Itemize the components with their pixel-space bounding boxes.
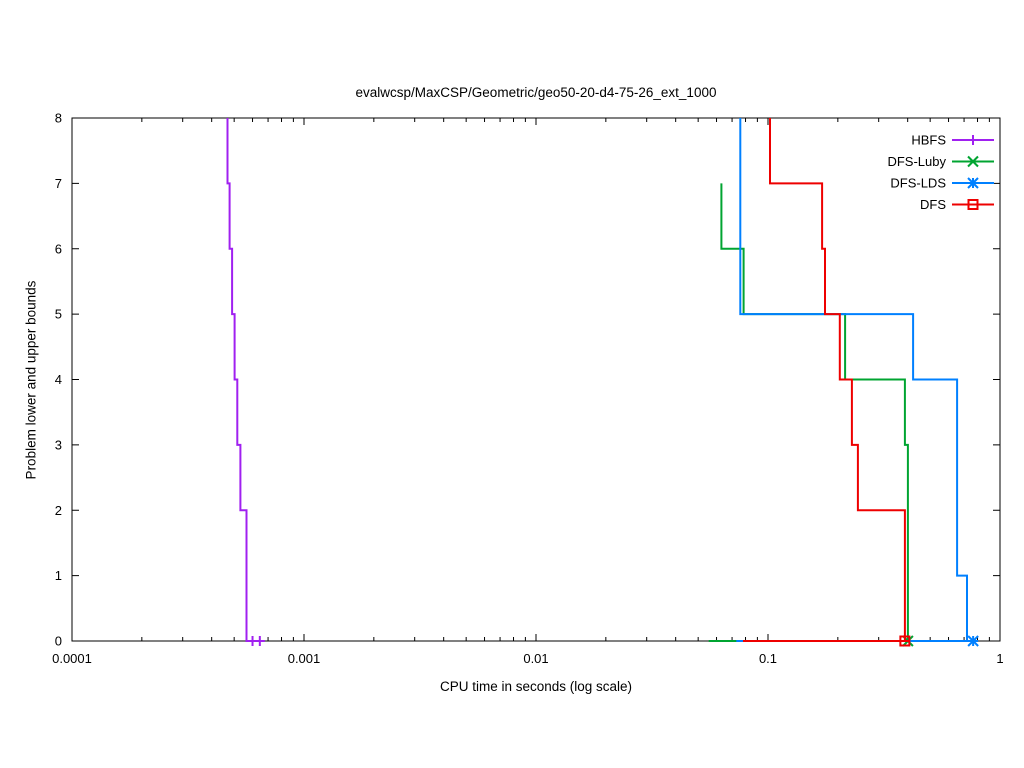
y-tick-label: 3 (55, 437, 62, 452)
y-axis-label: Problem lower and upper bounds (23, 280, 39, 480)
marker-square (967, 199, 979, 210)
y-tick-label: 4 (55, 372, 62, 387)
series-line-DFS-Luby (720, 183, 909, 641)
series-line-HBFS (226, 118, 259, 642)
legend-label-DFS-Luby: DFS-Luby (887, 154, 946, 169)
x-tick-label: 1 (996, 651, 1003, 666)
y-tick-label: 5 (55, 307, 62, 322)
marker-star (967, 177, 979, 189)
y-tick-label: 8 (55, 111, 62, 126)
series-line-DFS (769, 118, 909, 642)
marker-square (899, 635, 911, 647)
marker-plus (254, 636, 265, 646)
y-tick-label: 0 (55, 634, 62, 649)
legend-label-DFS: DFS (920, 197, 946, 212)
legend-label-HBFS: HBFS (911, 133, 946, 148)
y-tick-label: 2 (55, 503, 62, 518)
chart-title: evalwcsp/MaxCSP/Geometric/geo50-20-d4-75… (355, 85, 717, 100)
series-line-DFS-LDS (739, 118, 977, 642)
legend-label-DFS-LDS: DFS-LDS (890, 176, 946, 191)
marker-star (967, 635, 979, 647)
x-tick-label: 0.001 (288, 651, 321, 666)
y-tick-label: 1 (55, 568, 62, 583)
x-tick-label: 0.0001 (52, 651, 92, 666)
marker-x (967, 155, 979, 168)
y-tick-label: 7 (55, 176, 62, 191)
x-tick-label: 0.1 (759, 651, 777, 666)
marker-plus (968, 135, 978, 145)
y-tick-label: 6 (55, 241, 62, 256)
x-axis-label: CPU time in seconds (log scale) (439, 679, 633, 694)
x-tick-label: 0.01 (523, 651, 548, 666)
